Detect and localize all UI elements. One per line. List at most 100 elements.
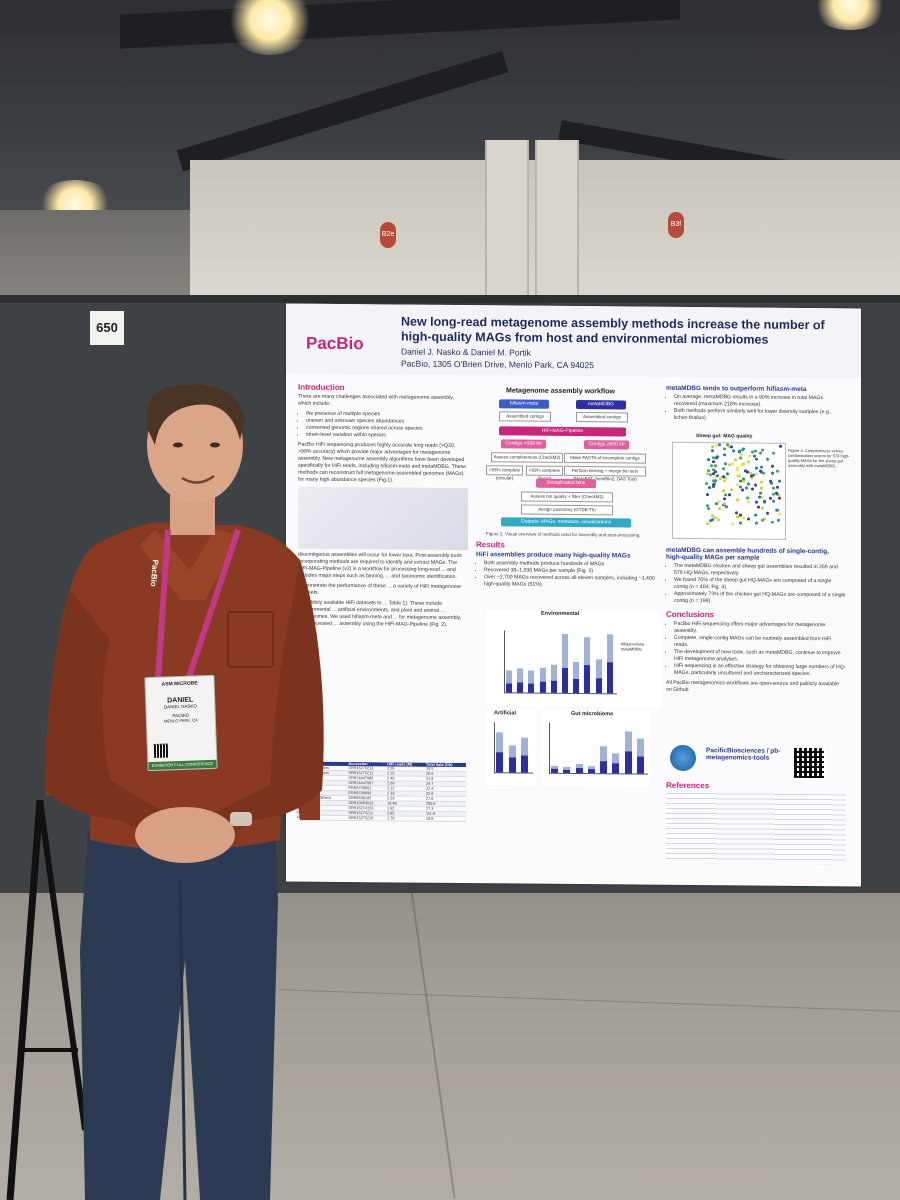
scatter-point [711,456,715,460]
scatter-point [733,458,737,462]
scatter-point [747,517,751,521]
scatter-point [711,460,715,464]
workflow-pipeline-box: HiFi-MAG-Pipeline [499,426,626,437]
poster-title: New long-read metagenome assembly method… [401,314,825,347]
comparison-bullets: On average, metaMDBG results in a 90% in… [666,394,846,424]
legend-entry: metaMDBG [621,646,642,652]
intro-paragraph: discontiguous assemblies will occur for … [298,551,462,580]
workflow-step: Assess completeness (CheckM2) [491,452,563,463]
scatter-point [739,463,743,467]
datasets-table: Sample Accession HiFi reads (M) Total da… [296,761,466,822]
scatter-point [723,453,727,457]
hall-tag: B3f [668,212,684,238]
scatter-point [711,444,715,448]
research-poster: PacBio New long-read metagenome assembly… [286,303,861,887]
scatter-point [746,482,750,486]
scatter-point [742,516,746,520]
scatter-point [730,522,734,526]
scatter-point [771,465,775,469]
gut-bar-chart: Gut microbiome [541,710,651,787]
wall-pillar [535,140,579,310]
scatter-point [778,497,782,501]
scatter-point [746,496,750,500]
chart-bar-hq [551,768,558,773]
scatter-point [770,520,774,524]
scatter-point [776,508,780,512]
scatter-point [741,448,745,452]
scatter-point [758,451,762,456]
scatter-point [739,521,743,525]
list-item: The metaMDBG chicken and sheep gut assem… [674,563,846,579]
single-contig-bullets: The metaMDBG chicken and sheep gut assem… [666,563,846,607]
scatter-point [706,457,710,461]
scatter-point [722,489,726,493]
workflow-tool-box: hifiasm-meta [499,399,549,409]
artificial-bar-chart: Artificial [486,710,536,786]
workflow-step: Assembled contigs [576,412,628,423]
scatter-point [705,522,709,526]
workflow-title: Metagenome assembly workflow [506,387,615,396]
board-stand [6,800,88,1200]
chart-bar-hq [575,768,583,774]
poster-affiliation: PacBio, 1305 O'Brien Drive, Menlo Park, … [401,358,594,371]
intro-paragraph: 11 publicly available HiFi datasets to .… [298,599,462,628]
chart-bar-hq [624,750,632,774]
scatter-point [754,472,758,476]
scatter-point [751,450,755,454]
conclusions-heading: Conclusions [666,609,715,620]
scatter-point [753,449,757,453]
scatter-point [711,448,715,452]
list-item: Complete, single-contig MAGs can be rout… [674,635,846,651]
chart-title: Environmental [541,610,580,618]
comparison-section: metaMDBG tends to outperform hifiasm-met… [666,385,846,427]
table-cell: SRR15275210 [347,815,387,821]
scatter-point [706,506,710,510]
qr-code-icon [792,745,826,781]
scatter-point [707,486,711,490]
wall-pillar [485,140,529,310]
list-item: HiFi sequencing is an effective strategy… [674,663,846,679]
chart-legend: hifiasm-meta metaMDBG [621,641,644,651]
figure-caption: Figure 4. Completeness versus contaminat… [788,447,850,469]
workflow-outputs-box: Outputs: MAGs, metadata, visualizations [501,517,631,528]
chart-bar-hq [517,682,524,693]
section-heading: metaMDBG tends to outperform hifiasm-met… [666,384,807,394]
scatter-point [729,445,733,449]
scatter-point [760,507,764,511]
scatter-point [750,487,754,491]
chart-bar-hq [595,677,602,694]
table-cell: 1.79 [386,815,426,822]
scatter-point [759,480,763,484]
table-cell: 19.6 [425,816,466,822]
workflow-step: Dereplicated bins [536,478,596,489]
intro-lead: There are many challenges associated wit… [298,393,454,407]
scatter-point [762,499,766,503]
workflow-step: Assign taxonomy (GTDB-Tk) [521,504,613,516]
scatter-point [725,505,729,509]
scatter-point [771,486,775,490]
scatter-point [753,513,757,518]
scatter-point [709,463,713,468]
scatter-point [714,502,718,506]
list-item: Approximately 73% of the chicken gut HQ-… [674,591,846,607]
list-item: The development of new tools, such as me… [674,649,846,665]
chart-bar-hq [612,763,620,774]
scatter-point [775,485,779,489]
chart-bar-hq [528,683,535,693]
chart-bar-hq [496,752,503,773]
scatter-point [748,471,752,475]
scatter-point [734,511,738,515]
scatter-point [759,486,763,490]
intro-bullets: the presence of multiple species uneven … [298,411,468,440]
chart-title: Gut microbiome [571,710,614,718]
list-item: Over ~2,700 MAGs recovered across all el… [484,574,666,590]
workflow-step: Assess bin quality + filter (CheckM2) [521,491,613,503]
workflow-step: Perform binning + merge bin sets (MetaBA… [564,465,646,482]
scatter-point [723,501,727,505]
scatter-point [715,473,719,477]
chart-bar-hq [573,679,580,694]
ceiling-light [225,0,315,55]
workflow-step: Contigs ≥500 kb [584,440,629,450]
chart-bar-hq [508,757,516,773]
scatter-point [766,458,770,462]
